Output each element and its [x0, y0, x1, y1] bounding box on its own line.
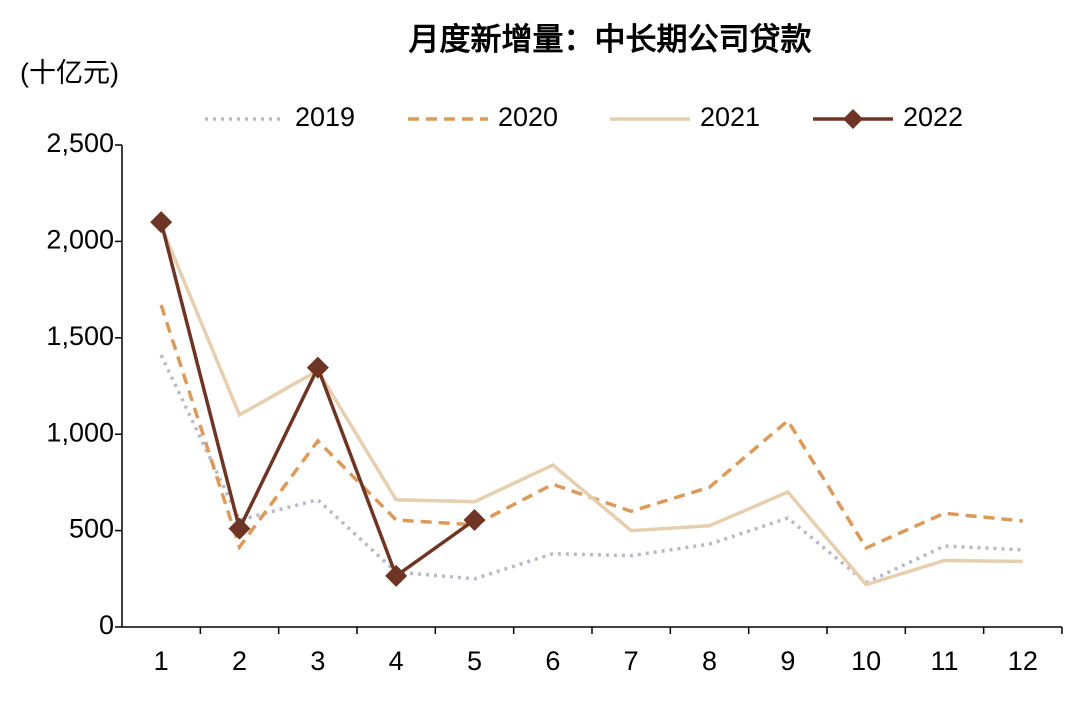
x-tick-label: 3: [310, 646, 325, 676]
x-tick-label: 12: [1008, 646, 1038, 676]
y-tick-label: 500: [69, 514, 114, 544]
y-tick-label: 0: [99, 610, 114, 640]
x-tick-label: 7: [624, 646, 639, 676]
y-tick-label: 1,500: [46, 321, 114, 351]
x-tick-label: 6: [545, 646, 560, 676]
legend-label: 2020: [498, 102, 558, 132]
x-tick-label: 10: [851, 646, 881, 676]
series-line: [159, 354, 1023, 585]
legend-label: 2022: [903, 102, 963, 132]
y-axis-label: (十亿元): [20, 58, 119, 88]
y-tick-label: 2,500: [46, 128, 114, 158]
y-tick-label: 2,000: [46, 225, 114, 255]
series-line: [159, 225, 1023, 587]
x-tick-label: 2: [232, 646, 247, 676]
legend-label: 2019: [295, 102, 355, 132]
y-tick-label: 1,000: [46, 417, 114, 447]
x-tick-label: 1: [154, 646, 169, 676]
data-point: [463, 508, 486, 531]
x-tick-label: 5: [467, 646, 482, 676]
x-tick-label: 11: [930, 646, 958, 676]
data-point: [385, 564, 408, 587]
chart-title: 月度新增量：中长期公司贷款: [409, 22, 813, 57]
data-point: [150, 211, 173, 234]
x-tick-label: 8: [702, 646, 717, 676]
legend-label: 2021: [700, 102, 760, 132]
data-point: [306, 356, 329, 379]
data-point: [228, 517, 251, 540]
x-tick-label: 4: [389, 646, 404, 676]
x-tick-label: 9: [780, 646, 795, 676]
legend-marker: [843, 109, 863, 129]
